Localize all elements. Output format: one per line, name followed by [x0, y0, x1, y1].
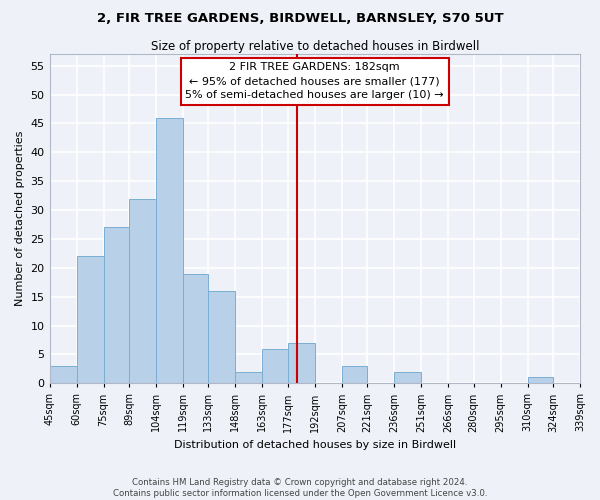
Bar	[50, 366, 77, 384]
Bar	[342, 366, 367, 384]
Y-axis label: Number of detached properties: Number of detached properties	[15, 131, 25, 306]
Bar	[394, 372, 421, 384]
Bar	[262, 348, 288, 384]
Bar	[104, 228, 129, 384]
Bar	[183, 274, 208, 384]
Bar	[527, 378, 553, 384]
X-axis label: Distribution of detached houses by size in Birdwell: Distribution of detached houses by size …	[174, 440, 456, 450]
Title: Size of property relative to detached houses in Birdwell: Size of property relative to detached ho…	[151, 40, 479, 53]
Bar	[288, 343, 315, 384]
Bar	[235, 372, 262, 384]
Text: Contains HM Land Registry data © Crown copyright and database right 2024.
Contai: Contains HM Land Registry data © Crown c…	[113, 478, 487, 498]
Text: 2 FIR TREE GARDENS: 182sqm
← 95% of detached houses are smaller (177)
5% of semi: 2 FIR TREE GARDENS: 182sqm ← 95% of deta…	[185, 62, 444, 100]
Bar	[129, 198, 156, 384]
Bar	[208, 291, 235, 384]
Text: 2, FIR TREE GARDENS, BIRDWELL, BARNSLEY, S70 5UT: 2, FIR TREE GARDENS, BIRDWELL, BARNSLEY,…	[97, 12, 503, 26]
Bar	[156, 118, 183, 384]
Bar	[77, 256, 104, 384]
